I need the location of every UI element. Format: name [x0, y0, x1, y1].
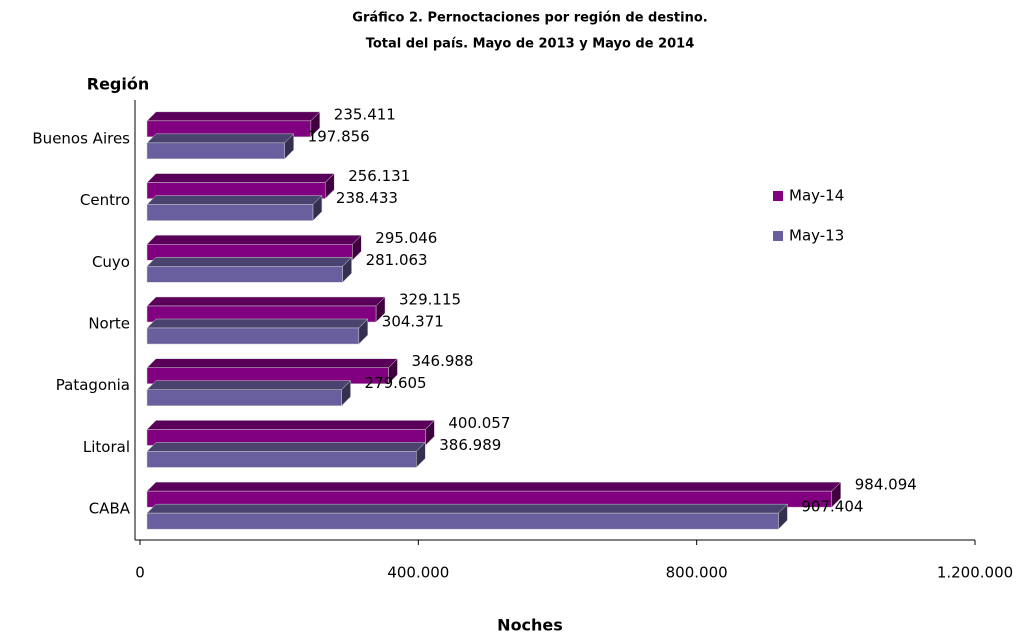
y-axis-title: Región [87, 75, 150, 94]
legend-label: May-14 [789, 187, 844, 205]
bar [146, 327, 360, 345]
y-tick-label: Patagonia [56, 376, 130, 394]
data-label: 235.411 [334, 105, 396, 123]
data-label: 907.404 [801, 498, 863, 516]
bar [146, 204, 314, 221]
data-label: 984.094 [855, 476, 917, 494]
data-label: 386.989 [439, 436, 501, 454]
bar-top [146, 318, 369, 329]
y-tick-label: Buenos Aires [32, 129, 130, 147]
bar-top [146, 235, 362, 245]
bar-top [146, 173, 335, 183]
data-label: 197.856 [308, 127, 370, 145]
data-label: 256.131 [348, 167, 410, 185]
bar [146, 266, 343, 283]
chart-title: Gráfico 2. Pernoctaciones por región de … [352, 11, 707, 26]
data-label: 346.988 [411, 352, 473, 370]
x-tick-label: 800.000 [666, 564, 728, 582]
bar [146, 451, 417, 468]
data-label: 329.115 [399, 291, 461, 309]
y-tick-label: Centro [80, 191, 130, 209]
bar-top [146, 420, 435, 430]
chart-subtitle: Total del país. Mayo de 2013 y Mayo de 2… [366, 37, 695, 52]
bar-top [146, 380, 352, 390]
data-label: 279.605 [365, 374, 427, 392]
bar-top [146, 481, 842, 492]
bar-top [146, 257, 353, 267]
bar-top [146, 358, 399, 368]
data-label: 295.046 [375, 229, 437, 247]
bar-top [146, 442, 426, 452]
data-label: 238.433 [336, 189, 398, 207]
legend-swatch [773, 231, 783, 241]
data-label: 304.371 [382, 313, 444, 331]
bar [146, 512, 779, 530]
x-tick-label: 400.000 [387, 564, 449, 582]
legend-swatch [773, 191, 783, 201]
bar-top [146, 503, 789, 514]
y-tick-label: Cuyo [92, 253, 130, 271]
bar-top [146, 195, 323, 205]
legend-label: May-13 [789, 227, 844, 245]
y-tick-label: CABA [89, 500, 131, 518]
bar-top [146, 133, 295, 144]
x-tick-label: 1.200.000 [937, 564, 1013, 582]
y-tick-label: Litoral [83, 438, 130, 456]
data-label: 281.063 [366, 251, 428, 269]
x-tick-label: 0 [135, 564, 145, 582]
y-tick-label: Norte [88, 315, 130, 333]
bar [146, 389, 342, 406]
bar [146, 142, 285, 160]
data-label: 400.057 [448, 414, 510, 432]
bar-top [146, 296, 386, 307]
x-axis-title: Noches [497, 616, 563, 635]
bar-top [146, 111, 321, 122]
